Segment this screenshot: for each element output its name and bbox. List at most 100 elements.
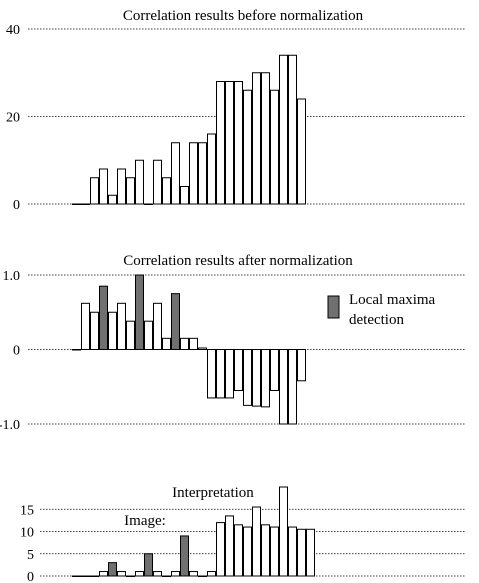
- bar: [135, 274, 144, 350]
- bars: [72, 274, 306, 425]
- bars: [72, 54, 306, 205]
- bar: [279, 486, 288, 577]
- bar: [252, 349, 261, 407]
- bar: [144, 553, 153, 577]
- bar: [90, 311, 99, 350]
- bar: [72, 349, 81, 351]
- bar: [297, 349, 306, 382]
- bar: [288, 349, 297, 425]
- bar: [234, 81, 243, 205]
- bar: [108, 311, 117, 350]
- bar: [117, 571, 126, 577]
- bar: [225, 515, 234, 577]
- bar: [117, 168, 126, 205]
- bar: [288, 54, 297, 205]
- bar: [243, 526, 252, 577]
- y-tick-label: 15: [20, 503, 34, 518]
- bar: [279, 54, 288, 205]
- bar: [126, 320, 135, 351]
- chart-after-normalization: Correlation results after normalization …: [0, 253, 465, 433]
- bar: [297, 98, 306, 205]
- legend: Local maxima detection: [327, 292, 436, 328]
- bar: [99, 571, 108, 577]
- bar: [153, 159, 162, 205]
- y-tick-label: 40: [6, 23, 20, 38]
- bar: [126, 575, 135, 577]
- y-tick-label: 10: [20, 526, 34, 541]
- bar: [153, 302, 162, 350]
- y-tick-labels: 0 5 10 15: [20, 503, 34, 583]
- bar: [216, 81, 225, 205]
- bar: [252, 72, 261, 205]
- bar: [261, 524, 270, 577]
- bars: [72, 486, 315, 577]
- annotation-image: Image:: [124, 513, 166, 529]
- bar: [234, 349, 243, 391]
- bar: [243, 349, 252, 406]
- y-tick-label: 5: [27, 548, 34, 563]
- y-tick-label: 0: [27, 570, 34, 583]
- bar: [180, 337, 189, 351]
- bar: [153, 571, 162, 577]
- bar: [90, 575, 99, 577]
- bar: [99, 168, 108, 205]
- bar: [243, 89, 252, 205]
- bar: [225, 349, 234, 399]
- bar: [108, 562, 117, 577]
- legend-label-line-2: detection: [349, 312, 404, 328]
- bar: [198, 575, 207, 577]
- bar: [171, 293, 180, 350]
- bar: [72, 575, 81, 577]
- bar: [189, 337, 198, 351]
- bar: [216, 349, 225, 399]
- y-tick-labels: 1.0 0 -1.0: [0, 269, 20, 433]
- y-tick-label: -1.0: [0, 418, 20, 433]
- bar: [135, 571, 144, 577]
- bar: [126, 177, 135, 205]
- legend-label-line-1: Local maxima: [349, 292, 436, 308]
- bar: [189, 142, 198, 205]
- bar: [207, 133, 216, 205]
- bar: [261, 72, 270, 205]
- bar: [270, 526, 279, 577]
- bar: [234, 524, 243, 577]
- bar: [207, 349, 216, 399]
- chart-before-normalization: Correlation results before normalization…: [6, 8, 465, 213]
- bar: [117, 302, 126, 350]
- bar: [108, 194, 117, 205]
- y-tick-label: 20: [6, 111, 20, 126]
- bar: [72, 203, 81, 205]
- bar: [180, 535, 189, 577]
- y-tick-label: 0: [13, 344, 20, 359]
- grid-lines: [40, 508, 465, 577]
- bar: [189, 571, 198, 577]
- bar: [216, 522, 225, 577]
- bar: [198, 142, 207, 205]
- bar: [90, 177, 99, 205]
- chart-interpretation: 0 5 10 15 Interpretation Image:: [20, 485, 465, 583]
- bar: [171, 571, 180, 577]
- bar: [81, 302, 90, 350]
- bar: [99, 285, 108, 350]
- bar: [180, 186, 189, 205]
- bar: [81, 203, 90, 205]
- legend-swatch: [327, 295, 340, 319]
- bar: [144, 320, 153, 351]
- y-tick-labels: 0 20 40: [6, 23, 20, 213]
- bar: [306, 528, 315, 577]
- bar: [225, 81, 234, 205]
- bar: [270, 89, 279, 205]
- y-tick-label: 1.0: [3, 269, 21, 284]
- bar: [162, 575, 171, 577]
- bar: [288, 526, 297, 577]
- chart-title: Correlation results after normalization: [123, 253, 353, 269]
- bar: [270, 349, 279, 391]
- bar: [198, 347, 207, 351]
- annotation-interpretation: Interpretation: [172, 485, 254, 501]
- bar: [297, 528, 306, 577]
- bar: [162, 337, 171, 351]
- bar: [171, 142, 180, 205]
- bar: [252, 506, 261, 577]
- bar: [81, 575, 90, 577]
